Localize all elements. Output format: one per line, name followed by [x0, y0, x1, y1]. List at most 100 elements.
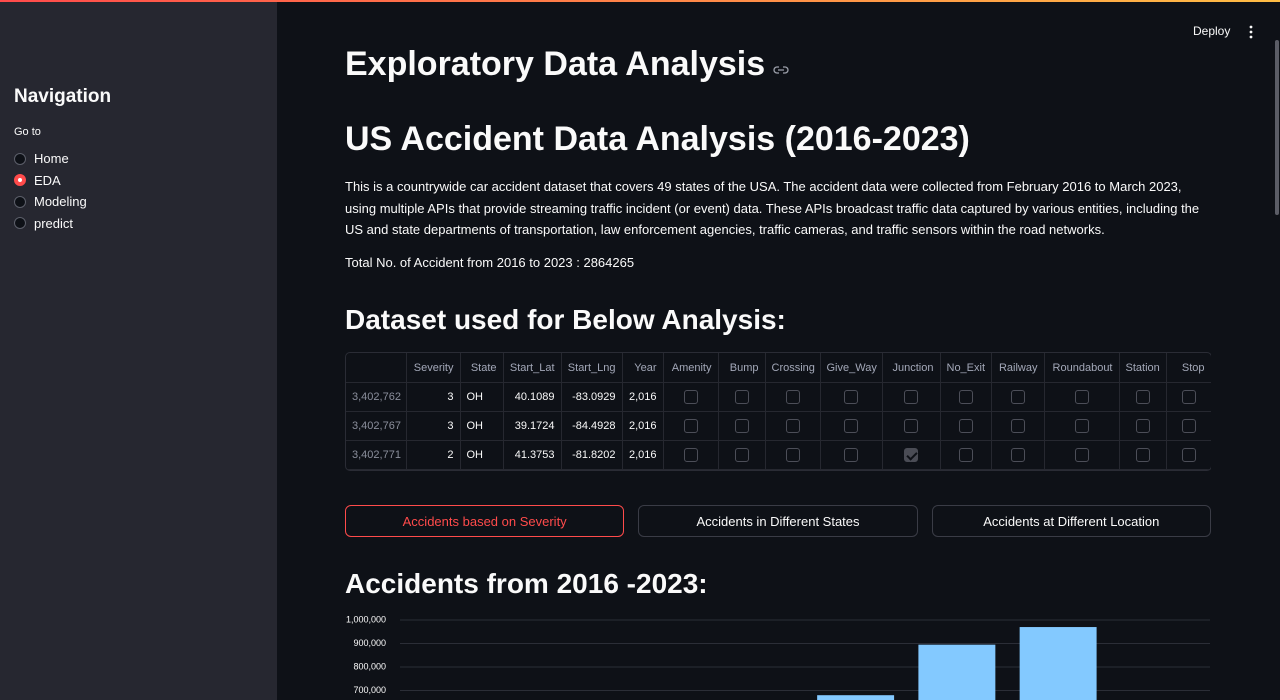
cell: 2	[406, 440, 461, 470]
column-header: Bump	[718, 353, 766, 383]
radio-option[interactable]: EDA	[14, 170, 87, 192]
cell: -81.8202	[561, 440, 623, 470]
checkbox	[1074, 448, 1089, 462]
checkbox	[785, 448, 800, 462]
cell	[991, 382, 1045, 412]
table-row: 3,402,762 3 OH 40.1089 -83.0929 2,016	[346, 382, 1211, 412]
cell	[718, 382, 766, 412]
table-row: 3,402,767 3 OH 39.1724 -84.4928 2,016	[346, 411, 1211, 441]
heading: US Accident Data Analysis (2016-2023)	[345, 120, 970, 158]
cell: OH	[460, 411, 504, 441]
tab-button[interactable]: Accidents at Different Location	[931, 505, 1211, 537]
cell	[663, 411, 719, 441]
tab-buttons: Accidents based on Severity Accidents in …	[345, 505, 1211, 537]
checkbox	[958, 448, 973, 462]
checkbox	[734, 390, 749, 404]
checkbox	[1135, 448, 1150, 462]
radio-option[interactable]: predict	[14, 213, 87, 235]
cell	[940, 382, 992, 412]
cell	[940, 440, 992, 470]
cell	[1166, 382, 1211, 412]
total-text: Total No. of Accident from 2016 to 2023 …	[345, 255, 635, 270]
cell	[991, 440, 1045, 470]
cell: 2,016	[622, 411, 664, 441]
tab-button[interactable]: Accidents in Different States	[638, 505, 918, 537]
column-header: Year	[622, 353, 664, 383]
sidebar: Navigation Go to Home EDA Modeling predict	[0, 0, 277, 700]
cell	[820, 440, 883, 470]
checkbox	[1010, 419, 1025, 433]
radio-label: Home	[34, 151, 69, 167]
cell: 2,016	[622, 382, 664, 412]
tab-button[interactable]: Accidents based on Severity	[345, 505, 625, 537]
checkbox	[1181, 419, 1196, 433]
cell: -84.4928	[561, 411, 623, 441]
cell	[1166, 440, 1211, 470]
checkbox	[1135, 419, 1150, 433]
cell	[820, 411, 883, 441]
checkbox	[1074, 390, 1089, 404]
cell	[1119, 440, 1167, 470]
radio-option[interactable]: Home	[14, 148, 87, 170]
cell	[882, 440, 941, 470]
checkbox	[844, 448, 858, 462]
checkbox	[734, 448, 749, 462]
cell	[882, 411, 941, 441]
checkbox	[683, 448, 698, 462]
cell	[718, 411, 766, 441]
chart: 0100,000200,000300,000400,000500,000600,…	[346, 614, 1210, 700]
column-header: Junction	[882, 353, 941, 383]
cell: -83.0929	[561, 382, 623, 412]
column-header: Stop	[1166, 353, 1211, 383]
column-header: Severity	[406, 353, 461, 383]
cell	[718, 440, 766, 470]
checkbox	[958, 419, 973, 433]
cell	[1119, 411, 1167, 441]
checkbox	[904, 390, 918, 404]
anchor-link[interactable]	[773, 65, 789, 75]
cell: 3	[406, 411, 461, 441]
cell: 39.1724	[503, 411, 562, 441]
checkbox	[904, 419, 918, 433]
bar	[918, 644, 996, 700]
cell	[991, 411, 1045, 441]
checkbox	[904, 448, 918, 462]
radio-dot	[14, 152, 26, 165]
main-content: Exploratory Data Analysis US Accident Da…	[345, 0, 1211, 700]
header-row: Severity State Start_Lat Start_Lng Year Ameni…	[346, 353, 1211, 383]
checkbox	[1181, 390, 1196, 404]
checkbox	[1135, 390, 1150, 404]
sidebar-title: Navigation	[14, 86, 112, 107]
top-decoration	[0, 0, 1280, 2]
radio-label: Modeling	[34, 194, 87, 210]
page-title-text: Exploratory Data Analysis	[345, 45, 766, 83]
bar	[817, 695, 895, 700]
radio-label: Go to	[14, 126, 41, 138]
column-header: Crossing	[765, 353, 821, 383]
cell: 41.3753	[503, 440, 562, 470]
menu-button[interactable]	[1248, 25, 1254, 39]
column-header: Start_Lng	[561, 353, 623, 383]
cell	[663, 440, 719, 470]
radio-dot	[14, 195, 26, 208]
radio-option[interactable]: Modeling	[14, 191, 87, 213]
column-header: Give_Way	[820, 353, 883, 383]
cell	[882, 382, 941, 412]
column-header: State	[460, 353, 504, 383]
radio-label: EDA	[34, 172, 61, 188]
radio-dot	[14, 217, 26, 230]
cell	[1044, 411, 1120, 441]
cell: OH	[460, 440, 504, 470]
cell	[1166, 411, 1211, 441]
checkbox	[785, 390, 800, 404]
checkbox	[958, 390, 973, 404]
row-index: 3,402,771	[346, 440, 407, 470]
cell	[940, 411, 992, 441]
cell	[1119, 382, 1167, 412]
checkbox	[844, 419, 858, 433]
column-header: Start_Lat	[503, 353, 562, 383]
cell	[1044, 382, 1120, 412]
deploy-button[interactable]: Deploy	[1193, 24, 1231, 38]
cell	[663, 382, 719, 412]
radio-label: predict	[34, 215, 74, 231]
